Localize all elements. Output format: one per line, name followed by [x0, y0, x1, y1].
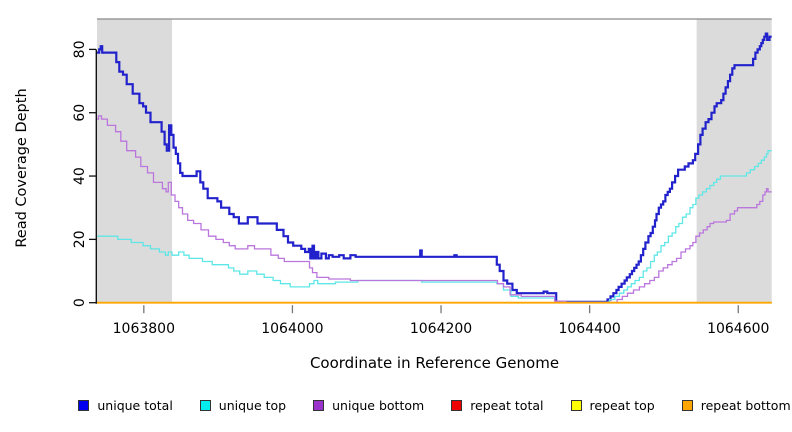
y-tick-label: 0 [72, 298, 88, 307]
legend-item-unique-total: unique total [78, 398, 173, 413]
legend-item-repeat-bottom: repeat bottom [681, 398, 791, 413]
x-tick-label: 1064000 [261, 321, 323, 337]
legend-swatch-repeat-total [451, 400, 463, 411]
legend-label: unique top [218, 398, 287, 413]
legend-item-unique-top: unique top [199, 398, 287, 413]
series-unique-top [97, 150, 772, 303]
x-tick-label: 1064400 [558, 321, 620, 337]
legend-label: unique bottom [332, 398, 425, 413]
x-axis-title: Coordinate in Reference Genome [309, 354, 560, 372]
legend-item-repeat-top: repeat top [570, 398, 655, 413]
shaded-region [97, 19, 173, 303]
y-tick-label: 20 [72, 230, 88, 248]
legend-label: repeat bottom [700, 398, 791, 413]
shaded-region [696, 19, 772, 303]
x-tick-label: 1063800 [113, 321, 175, 337]
legend-swatch-unique-total [78, 400, 90, 411]
legend-label: unique total [97, 398, 173, 413]
x-tick-label: 1064600 [707, 321, 769, 337]
y-tick-label: 40 [72, 167, 88, 185]
legend-swatch-unique-bottom [313, 400, 325, 411]
legend-swatch-repeat-bottom [681, 400, 693, 411]
y-tick-label: 80 [72, 40, 88, 58]
y-tick-label: 60 [72, 104, 88, 122]
legend-item-unique-bottom: unique bottom [313, 398, 424, 413]
series-unique-total [97, 32, 772, 303]
legend-label: repeat total [470, 398, 544, 413]
legend-swatch-repeat-top [570, 400, 582, 411]
legend-label: repeat top [589, 398, 655, 413]
legend: unique total unique top unique bottom repea… [78, 398, 791, 413]
series-unique-bottom [97, 115, 772, 304]
legend-swatch-unique-top [199, 400, 211, 411]
legend-item-repeat-total: repeat total [451, 398, 544, 413]
coverage-plot: 0 20 40 60 80 1063800 1064000 1064200 1064400 106… [72, 18, 772, 337]
x-tick-label: 1064200 [410, 321, 472, 337]
